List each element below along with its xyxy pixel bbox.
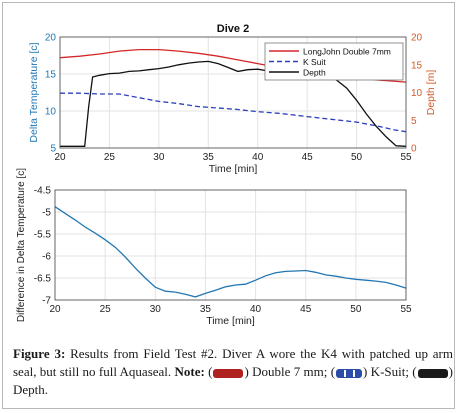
top-ytick-right-label: 10 — [411, 88, 423, 99]
bottom-xtick-label: 30 — [150, 304, 162, 315]
top-ytick-right-label: 15 — [411, 60, 423, 71]
bottom-ytick-label: -6.5 — [34, 274, 52, 285]
caption-text-2: ( — [204, 364, 213, 379]
bottom-ytick-label: -4.5 — [34, 186, 52, 197]
caption-note-label: Note: — [174, 364, 205, 379]
top-xtick-label: 25 — [104, 152, 116, 163]
bottom-xtick-label: 45 — [300, 304, 312, 315]
bottom-xtick-label: 25 — [100, 304, 112, 315]
bottom-axes-frame — [54, 189, 407, 301]
caption-text-3: ) Double 7 mm; ( — [244, 364, 336, 379]
top-series-line-1 — [60, 92, 407, 133]
top-ylabel-right: Depth [m] — [425, 70, 437, 116]
top-xtick-label: 50 — [351, 152, 363, 163]
top-ytick-label: 10 — [45, 107, 57, 118]
caption-text-1: Results from Field Test #2. Diver A wore… — [13, 346, 454, 379]
figure-caption: Figure 3: Results from Field Test #2. Di… — [13, 345, 453, 399]
legend-swatch-longjohn — [213, 368, 244, 378]
top-axes-frame — [59, 36, 407, 149]
top-xtick-label: 35 — [203, 152, 215, 163]
bottom-ytick-label: -5 — [42, 208, 51, 219]
top-ylabel-left: Delta Temperature [c] — [28, 42, 40, 142]
bottom-ytick-label: -6 — [42, 252, 51, 263]
bottom-ylabel: Difference in Delta Temperature [c] — [16, 168, 27, 322]
top-xtick-label: 40 — [252, 152, 264, 163]
top-ytick-label: 20 — [45, 33, 57, 44]
top-series-line-2 — [60, 60, 407, 147]
bottom-xlabel: Time [min] — [206, 315, 255, 327]
caption-figure-label: Figure 3: — [13, 346, 66, 361]
bottom-xtick-label: 55 — [400, 304, 412, 315]
bottom-xtick-label: 35 — [200, 304, 212, 315]
caption-text-5: ) Depth. — [13, 364, 453, 397]
top-xtick-label: 55 — [400, 152, 412, 163]
bottom-xtick-label: 40 — [250, 304, 262, 315]
bottom-ytick-label: -5.5 — [34, 230, 52, 241]
legend-label-1: K Suit — [303, 57, 326, 67]
figure-frame: 20 25 30 35 40 45 50 55 5 10 15 20 0 5 10 15 20 Time [min… — [2, 2, 455, 409]
legend-label-0: LongJohn Double 7mm — [303, 46, 391, 56]
top-ytick-right-label: 0 — [411, 144, 417, 155]
top-ytick-label: 15 — [45, 70, 57, 81]
legend-swatch-depth — [417, 368, 448, 378]
legend-swatch-ksuit — [336, 368, 363, 378]
top-xtick-label: 45 — [302, 152, 314, 163]
bottom-xtick-label: 20 — [49, 304, 61, 315]
top-xtick-label: 30 — [153, 152, 165, 163]
top-ytick-label: 5 — [50, 144, 56, 155]
top-title: Dive 2 — [217, 23, 249, 35]
bottom-xtick-label: 50 — [350, 304, 362, 315]
caption-text-4: ) K-Suit; ( — [363, 364, 417, 379]
top-ytick-right-label: 5 — [411, 116, 417, 127]
bottom-series-line-0 — [54, 206, 407, 298]
top-ytick-right-label: 20 — [411, 33, 423, 44]
top-xtick-label: 20 — [54, 152, 66, 163]
legend-label-2: Depth — [303, 67, 326, 77]
top-xlabel: Time [min] — [209, 163, 258, 175]
bottom-ytick-label: -7 — [42, 296, 51, 307]
bottom-plot-area — [55, 190, 406, 300]
